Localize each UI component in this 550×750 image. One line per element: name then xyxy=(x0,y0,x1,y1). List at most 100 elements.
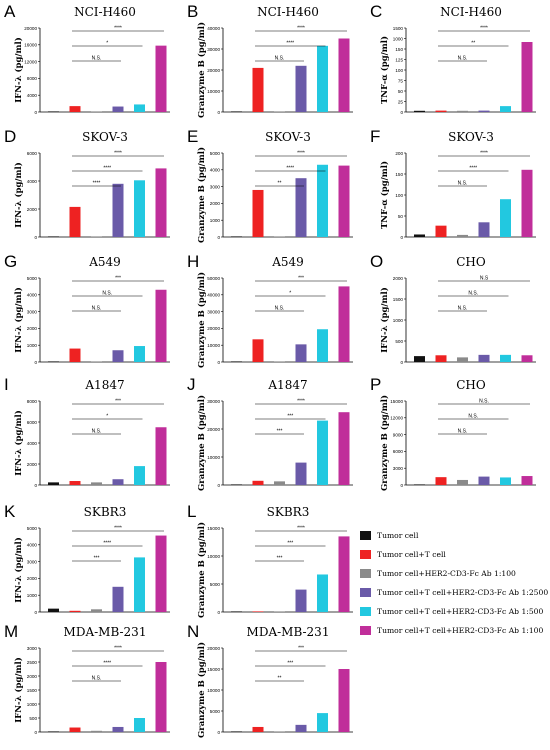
chart-title: NCI-H460 xyxy=(257,5,319,19)
bar xyxy=(69,610,81,612)
y-tick-label: 3000 xyxy=(27,646,38,651)
y-tick-label: 5000 xyxy=(210,151,221,156)
y-tick-label: 2000 xyxy=(27,207,38,212)
significance-label: *** xyxy=(298,646,304,652)
panel-letter: M xyxy=(4,622,18,641)
bar xyxy=(134,346,145,362)
bar xyxy=(48,608,59,612)
panel-letter: A xyxy=(4,2,16,21)
chart-title: A549 xyxy=(88,255,121,269)
legend-swatch xyxy=(360,530,371,540)
significance-label: *** xyxy=(287,541,293,547)
y-axis-label: Granzyme B (pg/ml) xyxy=(196,395,207,491)
y-tick-label: 0 xyxy=(34,235,37,240)
y-axis-label: IFN-λ (pg/ml) xyxy=(13,537,24,603)
significance-label: N.S. xyxy=(458,306,468,312)
panel-letter: C xyxy=(370,2,382,21)
bar xyxy=(274,361,285,362)
chart-svg: B NCI-H460 Granzyme B (pg/ml) 0 10000 20000 30… xyxy=(187,2,353,118)
bar xyxy=(317,713,328,732)
y-tick-label: 6000 xyxy=(393,449,404,454)
y-tick-label: 12000 xyxy=(24,59,37,64)
significance-label: ** xyxy=(278,676,282,682)
y-tick-label: 0 xyxy=(34,483,37,488)
y-tick-label: 3000 xyxy=(27,309,38,314)
bar xyxy=(435,110,447,112)
significance-label: **** xyxy=(286,41,294,47)
y-tick-label: 15000 xyxy=(207,526,220,531)
bar xyxy=(317,329,328,362)
y-axis-label: Granzyme B (pg/ml) xyxy=(196,272,207,368)
bar xyxy=(112,726,124,732)
legend-item: Tumor cell+T cell+HER2-CD3-Fc Ab 1:2500 xyxy=(360,585,548,599)
bar xyxy=(112,106,124,112)
bar xyxy=(134,557,145,612)
bar xyxy=(274,611,285,612)
significance-label: **** xyxy=(114,646,122,652)
significance-label: **** xyxy=(297,399,305,405)
bar xyxy=(231,236,242,237)
bar xyxy=(91,111,102,112)
bar xyxy=(338,536,350,612)
bar xyxy=(274,481,285,485)
legend-item: Tumor cell+T cell+HER2-CD3-Fc Ab 1:500 xyxy=(360,604,543,618)
bar xyxy=(414,234,425,237)
bar xyxy=(457,234,468,237)
significance-label: **** xyxy=(469,166,477,172)
bar xyxy=(48,731,59,732)
panel-D: D SKOV-3 IFN-λ (pg/ml) 0 2000 4000 6000 **** ***… xyxy=(0,125,180,255)
bar xyxy=(252,611,264,612)
panel-K: K SKBR3 IFN-λ (pg/ml) 0 1000 2000 3000 4000 5000… xyxy=(0,500,180,630)
y-tick-label: 20000 xyxy=(24,26,37,31)
significance-label: **** xyxy=(286,166,294,172)
bar xyxy=(500,477,511,485)
significance-label: **** xyxy=(103,541,111,547)
bar xyxy=(48,111,59,112)
legend-swatch xyxy=(360,606,371,616)
bar xyxy=(338,38,350,112)
y-axis-label: IFN-λ (pg/ml) xyxy=(13,287,24,353)
bar xyxy=(155,427,167,485)
significance-label: N.S. xyxy=(458,429,468,435)
chart-svg: E SKOV-3 Granzyme B (pg/ml) 0 1000 2000 3000 40… xyxy=(187,127,353,243)
significance-label: **** xyxy=(480,26,488,32)
y-tick-label: 5000 xyxy=(210,709,221,714)
chart-title: CHO xyxy=(456,255,486,269)
panel-G: G A549 IFN-λ (pg/ml) 0 1000 2000 3000 4000 5000 *… xyxy=(0,250,180,380)
legend-item: Tumor cell+T cell xyxy=(360,547,446,561)
panel-letter: H xyxy=(187,252,199,271)
bar xyxy=(338,412,350,485)
bar xyxy=(112,479,124,485)
y-tick-label: 20000 xyxy=(207,427,220,432)
chart-title: CHO xyxy=(456,378,486,392)
y-tick-label: 0 xyxy=(400,235,403,240)
bar xyxy=(521,169,533,237)
bar xyxy=(295,344,307,362)
y-tick-label: 10000 xyxy=(207,343,220,348)
y-tick-label: 15000 xyxy=(207,667,220,672)
y-tick-label: 12000 xyxy=(390,416,403,421)
bar xyxy=(91,236,102,237)
chart-svg: F SKOV-3 TNF-α (pg/ml) 0 50 100 150 200 **** ****… xyxy=(370,127,536,240)
bar xyxy=(69,206,81,237)
y-tick-label: 1000 xyxy=(27,593,38,598)
bar xyxy=(295,462,307,485)
y-tick-label: 0 xyxy=(217,610,220,615)
chart-title: SKOV-3 xyxy=(448,130,494,144)
y-tick-label: 0 xyxy=(217,360,220,365)
panel-letter: F xyxy=(370,127,380,146)
y-tick-label: 150 xyxy=(395,172,403,177)
y-tick-label: 1000 xyxy=(210,218,221,223)
significance-label: N.S. xyxy=(92,56,102,62)
y-tick-label: 3000 xyxy=(393,466,404,471)
legend-item: Tumor cell+T cell+HER2-CD3-Fc Ab 1:100 xyxy=(360,623,543,637)
panel-letter: P xyxy=(370,375,381,394)
y-tick-label: 2000 xyxy=(27,462,38,467)
significance-label: N.S. xyxy=(468,291,478,297)
significance-label: N.S. xyxy=(468,414,478,420)
bar xyxy=(252,480,264,485)
significance-label: *** xyxy=(287,661,293,667)
chart-title: SKBR3 xyxy=(84,505,127,519)
panel-C: C NCI-H460 TNF-α (pg/ml) 0 25 50 75 100 125 150 10… xyxy=(366,0,546,130)
significance-label: N.S. xyxy=(92,429,102,435)
